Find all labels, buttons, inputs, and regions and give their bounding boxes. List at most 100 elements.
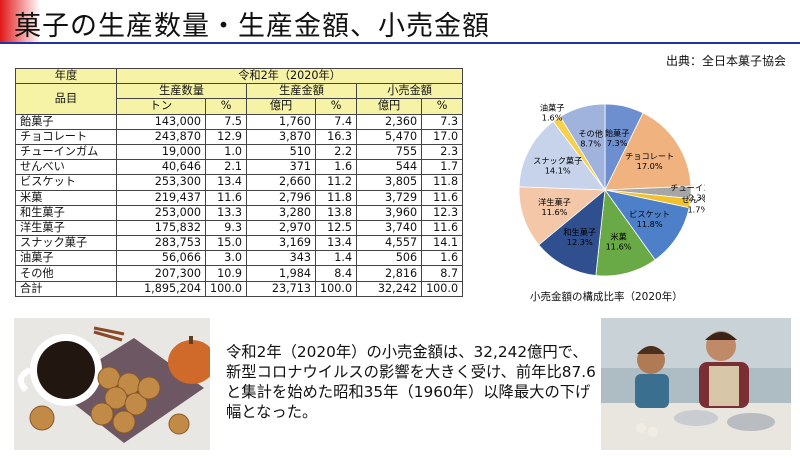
unit-pct-value: %	[315, 98, 358, 115]
cell-valp: 16.3	[315, 128, 358, 145]
cell-ret: 32,242	[356, 280, 423, 297]
pie-slice	[604, 112, 692, 191]
pie-slice-percent: 1.7%	[687, 204, 705, 214]
cell-val: 23,713	[246, 280, 317, 297]
source-note: 出典：全日本菓子協会	[665, 54, 786, 68]
cell-val: 1,984	[246, 265, 317, 282]
unit-pct-retail: %	[421, 98, 464, 115]
cell-retp: 1.7	[421, 159, 464, 176]
title-bar: 菓子の生産数量・生産金額、小売金額	[0, 0, 800, 44]
row-name: スナック菓子	[15, 235, 117, 252]
pie-slice	[518, 186, 607, 246]
pie-slice-percent: 1.6%	[542, 112, 563, 122]
pie-slice-label: せんべい	[682, 194, 705, 204]
pie-slice-percent: 8.7%	[580, 139, 601, 149]
cell-ret: 544	[356, 159, 423, 176]
page-title: 菓子の生産数量・生産金額、小売金額	[14, 11, 490, 42]
pie-slice	[559, 103, 606, 192]
cell-ret: 3,805	[356, 174, 423, 191]
cooking-family-photo	[601, 318, 791, 450]
cell-val: 510	[246, 143, 317, 161]
cell-ret: 2,816	[356, 265, 423, 282]
summary-text: 令和2年（2020年）の小売金額は、32,242億円で、新型コロナウイルスの影響…	[226, 343, 596, 421]
cell-vp: 7.5	[204, 113, 248, 130]
cell-retp: 11.6	[421, 189, 464, 206]
cell-val: 3,280	[246, 204, 317, 221]
cell-ret: 3,729	[356, 189, 423, 206]
row-name: ビスケット	[15, 174, 117, 191]
pie-caption: 小売金額の構成比率（2020年）	[530, 291, 683, 303]
cell-vp: 9.3	[204, 219, 248, 237]
row-name: せんべい	[15, 159, 117, 176]
cell-vp: 12.9	[204, 128, 248, 145]
row-name: 和生菓子	[15, 204, 117, 221]
pie-slice-label: チューインガム	[670, 183, 705, 193]
cell-vol: 253,000	[116, 204, 206, 221]
cell-ret: 3,960	[356, 204, 423, 221]
pie-slice	[595, 188, 656, 277]
cell-vp: 1.0	[204, 143, 248, 161]
unit-oku-retail: 億円	[356, 98, 423, 115]
cell-retp: 14.1	[421, 235, 464, 252]
pie-slice-label: 和生菓子	[563, 227, 596, 237]
pie-slice-label: 油菓子	[540, 102, 565, 112]
cell-retp: 100.0	[421, 280, 464, 297]
cell-ret: 755	[356, 143, 423, 161]
cell-valp: 11.2	[315, 174, 358, 191]
pie-slice	[538, 189, 606, 276]
cell-vol: 1,895,204	[116, 280, 206, 297]
cell-vp: 11.6	[204, 189, 248, 206]
cell-valp: 8.4	[315, 265, 358, 282]
header-volume: 生産数量	[115, 83, 248, 100]
row-name: その他	[15, 265, 117, 282]
pie-slice-label: 洋生菓子	[538, 197, 571, 207]
title-accent	[0, 0, 40, 44]
unit-pct-volume: %	[204, 98, 248, 115]
cell-vol: 56,066	[116, 250, 206, 267]
cell-retp: 17.0	[421, 128, 464, 145]
row-name: 合計	[15, 280, 117, 297]
table-row: 洋生菓子 175,832 9.3 2,970 12.5 3,740 11.6	[15, 219, 464, 237]
cell-ret: 506	[356, 250, 423, 267]
cell-vol: 40,646	[116, 159, 206, 176]
cell-retp: 8.7	[421, 265, 464, 282]
cell-valp: 1.6	[315, 159, 358, 176]
pie-slice-label: 飴菓子	[605, 128, 630, 138]
header-year: 年度	[15, 67, 117, 85]
cell-ret: 2,360	[356, 113, 423, 130]
pie-slice-percent: 11.6%	[541, 207, 567, 217]
cell-val: 343	[246, 250, 317, 267]
table-row: チョコレート 243,870 12.9 3,870 16.3 5,470 17.0	[15, 128, 464, 145]
header-value: 生産金額	[246, 83, 358, 100]
cell-vol: 243,870	[116, 128, 206, 145]
cell-val: 2,970	[246, 219, 317, 237]
cell-retp: 1.6	[421, 250, 464, 267]
table-row: ビスケット 253,300 13.4 2,660 11.2 3,805 11.8	[15, 174, 464, 191]
cell-val: 3,169	[246, 235, 317, 252]
pie-slice-percent: 17.0%	[637, 161, 663, 171]
table-row: スナック菓子 283,753 15.0 3,169 13.4 4,557 14.1	[15, 235, 464, 252]
pie-slice-percent: 11.8%	[637, 219, 663, 229]
cell-ret: 5,470	[356, 128, 423, 145]
cell-ret: 4,557	[356, 235, 423, 252]
confectionery-table: 年度 令和2年（2020年） 品目 生産数量 生産金額 小売金額 トン % 億円…	[15, 67, 464, 297]
sweets-coffee-photo	[14, 318, 210, 450]
pie-slice-percent: 7.3%	[607, 138, 628, 148]
cell-valp: 11.8	[315, 189, 358, 206]
cell-retp: 11.8	[421, 174, 464, 191]
cell-vp: 100.0	[204, 280, 248, 297]
row-name: チョコレート	[15, 128, 117, 145]
cell-valp: 100.0	[315, 280, 358, 297]
cell-valp: 13.8	[315, 204, 358, 221]
pie-slice-percent: 14.1%	[545, 165, 571, 175]
cell-vp: 3.0	[204, 250, 248, 267]
table-row: 和生菓子 253,000 13.3 3,280 13.8 3,960 12.3	[15, 204, 464, 221]
cell-retp: 11.6	[421, 219, 464, 237]
cell-val: 3,870	[246, 128, 317, 145]
cell-retp: 2.3	[421, 143, 464, 161]
cell-valp: 13.4	[315, 235, 358, 252]
pie-slice-label: その他	[578, 129, 603, 139]
row-name: 飴菓子	[15, 113, 117, 130]
unit-ton: トン	[116, 98, 206, 115]
